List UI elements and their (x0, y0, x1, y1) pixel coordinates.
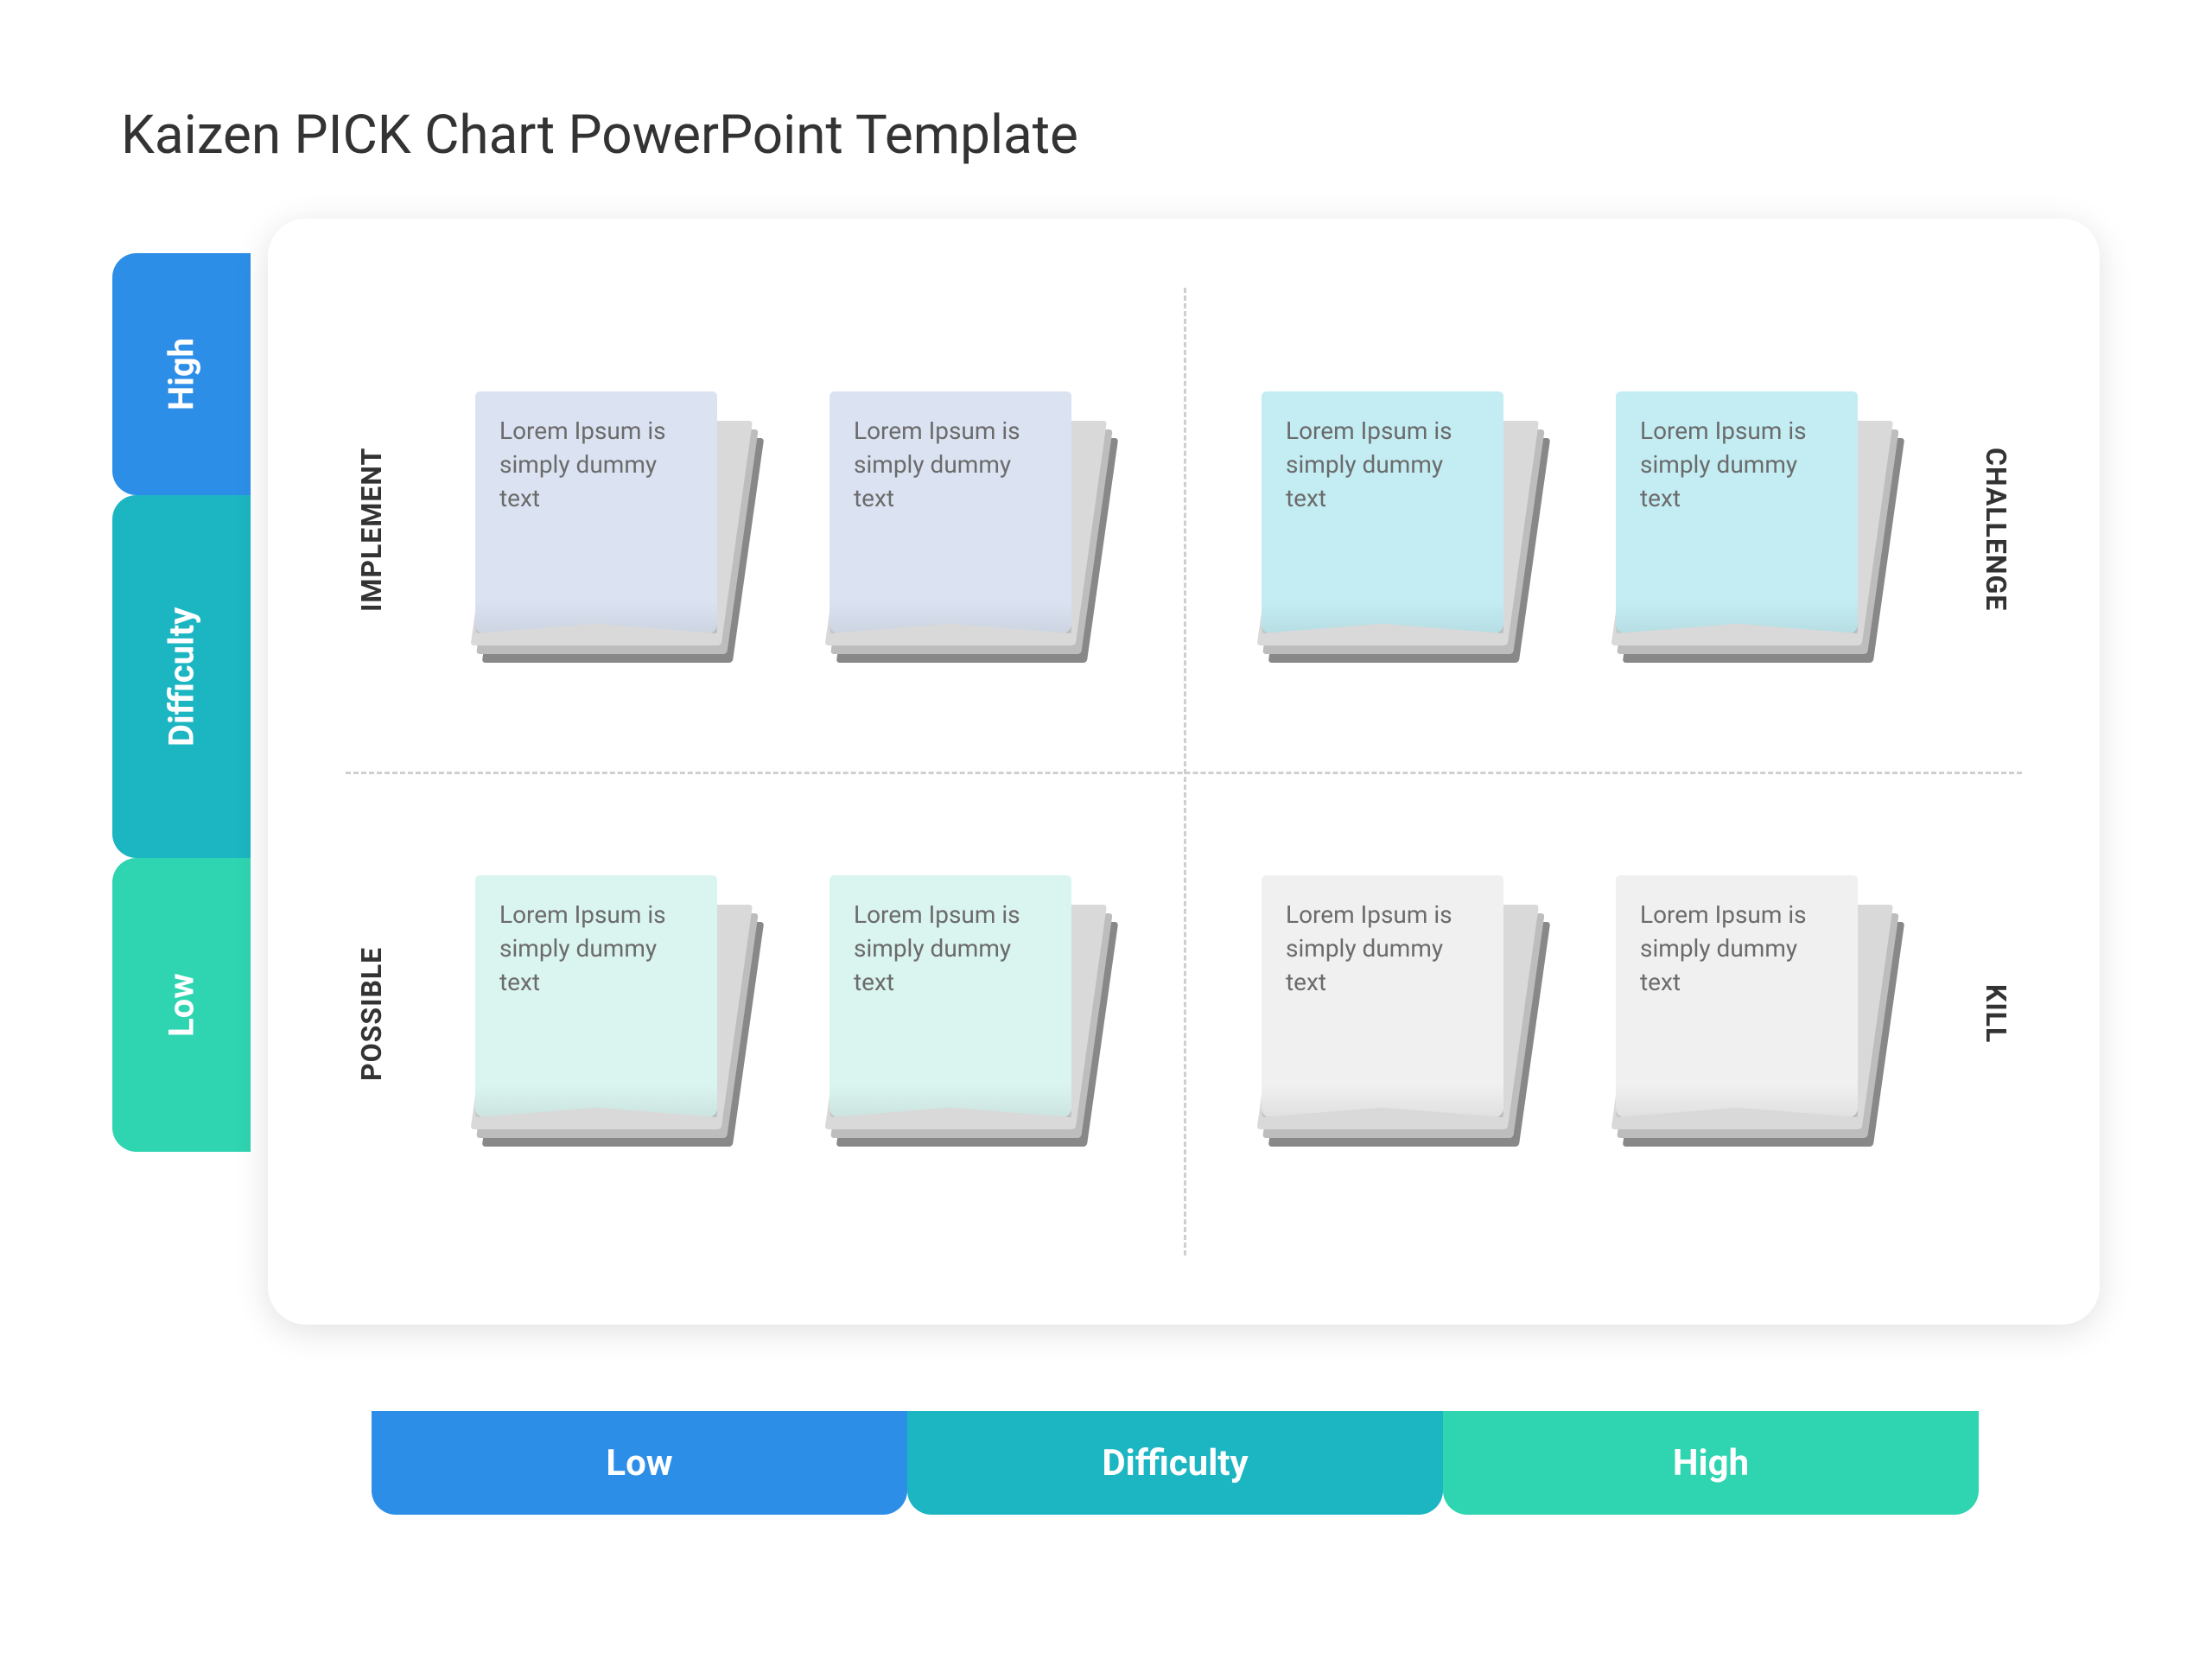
cell-challenge: Lorem Ipsum is simply dummy text Lorem I… (1184, 288, 1970, 772)
quadrant-card: IMPLEMENT Lorem Ipsum is simply dummy te… (268, 219, 2100, 1325)
quadrant-grid: IMPLEMENT Lorem Ipsum is simply dummy te… (346, 288, 2022, 1255)
sticky-note: Lorem Ipsum is simply dummy text (1262, 875, 1538, 1152)
sticky-note: Lorem Ipsum is simply dummy text (475, 391, 752, 668)
note-text: Lorem Ipsum is simply dummy text (830, 391, 1071, 633)
x-axis-difficulty: Difficulty (907, 1411, 1443, 1515)
sticky-note: Lorem Ipsum is simply dummy text (830, 391, 1106, 668)
y-axis: High Difficulty Low (112, 253, 251, 1152)
sticky-note: Lorem Ipsum is simply dummy text (1262, 391, 1538, 668)
note-text: Lorem Ipsum is simply dummy text (830, 875, 1071, 1117)
cell-kill: Lorem Ipsum is simply dummy text Lorem I… (1184, 772, 1970, 1255)
note-text: Lorem Ipsum is simply dummy text (475, 875, 717, 1117)
note-text: Lorem Ipsum is simply dummy text (475, 391, 717, 633)
x-axis-high: High (1443, 1411, 1979, 1515)
x-axis-low: Low (372, 1411, 907, 1515)
note-text: Lorem Ipsum is simply dummy text (1262, 875, 1503, 1117)
label-possible: POSSIBLE (346, 772, 397, 1255)
y-axis-difficulty: Difficulty (112, 495, 251, 858)
page-title: Kaizen PICK Chart PowerPoint Template (121, 104, 2100, 167)
y-axis-high: High (112, 253, 251, 495)
sticky-note: Lorem Ipsum is simply dummy text (1616, 875, 1892, 1152)
x-axis: Low Difficulty High (372, 1411, 1979, 1515)
label-implement: IMPLEMENT (346, 288, 397, 772)
note-text: Lorem Ipsum is simply dummy text (1616, 391, 1858, 633)
cell-implement: Lorem Ipsum is simply dummy text Lorem I… (397, 288, 1184, 772)
sticky-note: Lorem Ipsum is simply dummy text (475, 875, 752, 1152)
y-axis-low: Low (112, 858, 251, 1152)
pick-chart: High Difficulty Low IMPLEMENT Lorem Ipsu… (112, 219, 2100, 1515)
sticky-note: Lorem Ipsum is simply dummy text (1616, 391, 1892, 668)
label-challenge: CHALLENGE (1970, 288, 2022, 772)
sticky-note: Lorem Ipsum is simply dummy text (830, 875, 1106, 1152)
label-kill: KILL (1970, 772, 2022, 1255)
note-text: Lorem Ipsum is simply dummy text (1262, 391, 1503, 633)
note-text: Lorem Ipsum is simply dummy text (1616, 875, 1858, 1117)
cell-possible: Lorem Ipsum is simply dummy text Lorem I… (397, 772, 1184, 1255)
